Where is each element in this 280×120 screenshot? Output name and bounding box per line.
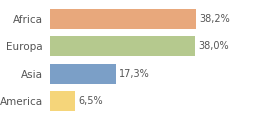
Text: 6,5%: 6,5% [78, 96, 103, 106]
Bar [50, 64, 116, 84]
Text: 17,3%: 17,3% [119, 69, 150, 79]
Bar [50, 91, 75, 111]
Bar [50, 36, 195, 56]
Bar [50, 9, 196, 29]
Text: 38,2%: 38,2% [199, 14, 230, 24]
Text: 38,0%: 38,0% [198, 41, 229, 51]
